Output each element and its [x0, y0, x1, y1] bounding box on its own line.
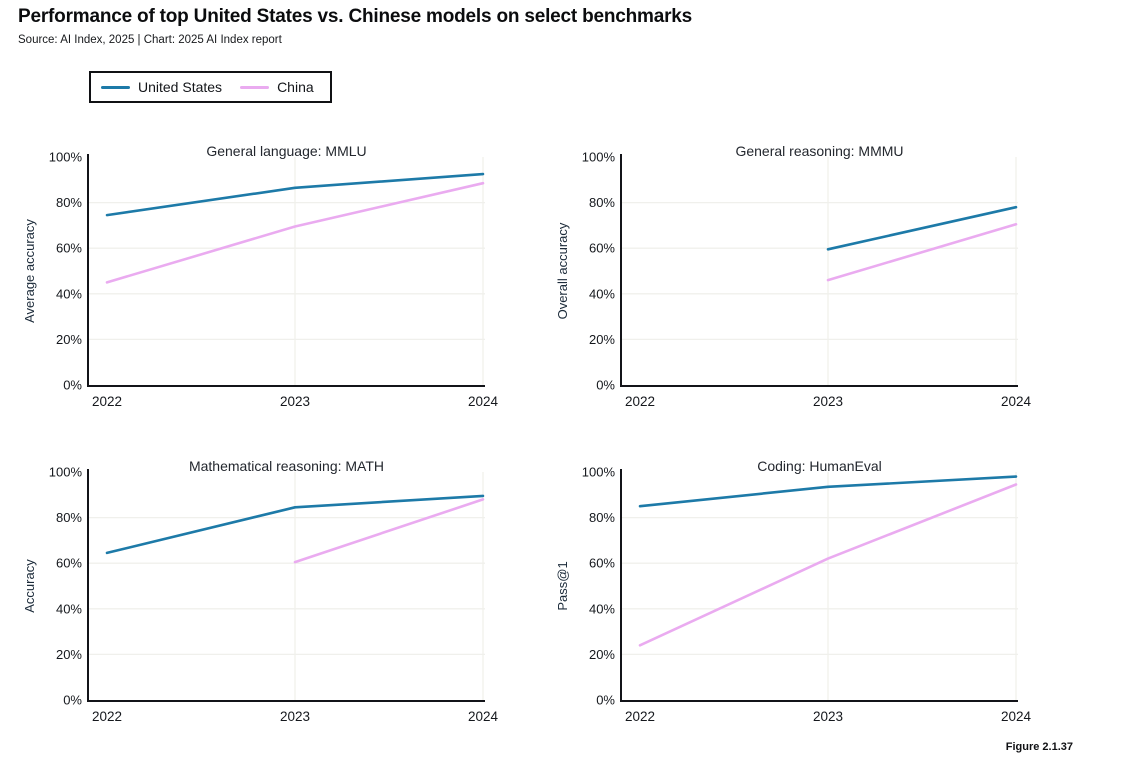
y-tick-label: 100%	[49, 465, 83, 480]
y-tick-label: 80%	[56, 195, 82, 210]
x-tick-label: 2022	[92, 394, 122, 409]
y-tick-label: 100%	[49, 150, 83, 165]
chart-math: Mathematical reasoning: MATH Accuracy 0% 20…	[18, 450, 538, 750]
chart-svg: General language: MMLU Average accuracy 0%…	[22, 143, 499, 409]
y-tick-label: 20%	[589, 647, 615, 662]
y-tick-label: 20%	[589, 332, 615, 347]
x-tick-label: 2023	[280, 394, 310, 409]
legend-item-united-states: United States	[101, 79, 222, 95]
y-tick-label: 80%	[589, 195, 615, 210]
x-tick-label: 2022	[92, 709, 122, 724]
chart-humaneval: Coding: HumanEval Pass@1 0% 20% 40% 60% 80% 100…	[551, 450, 1071, 750]
chart-line-united-states	[105, 494, 485, 555]
y-tick-label: 80%	[56, 510, 82, 525]
chart-svg: Mathematical reasoning: MATH Accuracy 0% 20…	[22, 458, 499, 724]
y-tick-label: 60%	[589, 241, 615, 256]
y-tick-label: 0%	[596, 378, 615, 393]
x-tick-label: 2024	[1001, 394, 1032, 409]
chart-line-china	[638, 483, 1018, 647]
y-tick-label: 20%	[56, 332, 82, 347]
y-tick-label: 60%	[589, 556, 615, 571]
chart-line-china	[826, 223, 1018, 282]
page-title: Performance of top United States vs. Chi…	[18, 6, 693, 27]
x-tick-label: 2023	[280, 709, 310, 724]
chart-mmlu: General language: MMLU Average accuracy 0%…	[18, 135, 538, 435]
subplot-title: Coding: HumanEval	[757, 458, 882, 474]
legend: United States China	[89, 71, 332, 103]
y-axis-label: Overall accuracy	[555, 222, 570, 319]
chart-line-china	[293, 498, 485, 564]
chart-line-china	[105, 181, 485, 284]
x-tick-label: 2023	[813, 709, 843, 724]
y-tick-label: 0%	[596, 693, 615, 708]
source-caption: Source: AI Index, 2025 | Chart: 2025 AI …	[18, 34, 282, 46]
chart-line-united-states	[826, 205, 1018, 251]
figure-number: Figure 2.1.37	[1005, 741, 1073, 753]
x-tick-label: 2024	[1001, 709, 1032, 724]
y-tick-label: 60%	[56, 556, 82, 571]
y-axis-label: Pass@1	[555, 561, 570, 610]
subplot-title: General reasoning: MMMU	[735, 143, 903, 159]
y-tick-label: 20%	[56, 647, 82, 662]
chart-svg: Coding: HumanEval Pass@1 0% 20% 40% 60% 80% 100…	[555, 458, 1032, 724]
y-tick-label: 40%	[589, 286, 615, 301]
y-tick-label: 0%	[63, 378, 82, 393]
x-tick-label: 2023	[813, 394, 843, 409]
y-tick-label: 100%	[582, 465, 616, 480]
chart-line-united-states	[105, 172, 485, 217]
y-tick-label: 40%	[589, 601, 615, 616]
x-tick-label: 2022	[625, 394, 655, 409]
x-tick-label: 2024	[468, 394, 499, 409]
subplot-title: General language: MMLU	[206, 143, 366, 159]
chart-line-united-states	[638, 475, 1018, 508]
x-tick-label: 2024	[468, 709, 499, 724]
chart-svg: General reasoning: MMMU Overall accuracy 0…	[555, 143, 1032, 409]
legend-swatch-china	[240, 85, 270, 89]
legend-item-china: China	[240, 79, 314, 95]
chart-mmmu: General reasoning: MMMU Overall accuracy 0…	[551, 135, 1071, 435]
legend-label-china: China	[277, 79, 314, 95]
y-tick-label: 40%	[56, 601, 82, 616]
y-tick-label: 0%	[63, 693, 82, 708]
y-tick-label: 100%	[582, 150, 616, 165]
legend-swatch-united-states	[101, 85, 130, 89]
x-tick-label: 2022	[625, 709, 655, 724]
y-axis-label: Average accuracy	[22, 219, 37, 323]
y-tick-label: 40%	[56, 286, 82, 301]
y-tick-label: 80%	[589, 510, 615, 525]
y-tick-label: 60%	[56, 241, 82, 256]
subplot-title: Mathematical reasoning: MATH	[189, 458, 384, 474]
y-axis-label: Accuracy	[22, 559, 37, 613]
legend-label-united-states: United States	[138, 79, 223, 95]
